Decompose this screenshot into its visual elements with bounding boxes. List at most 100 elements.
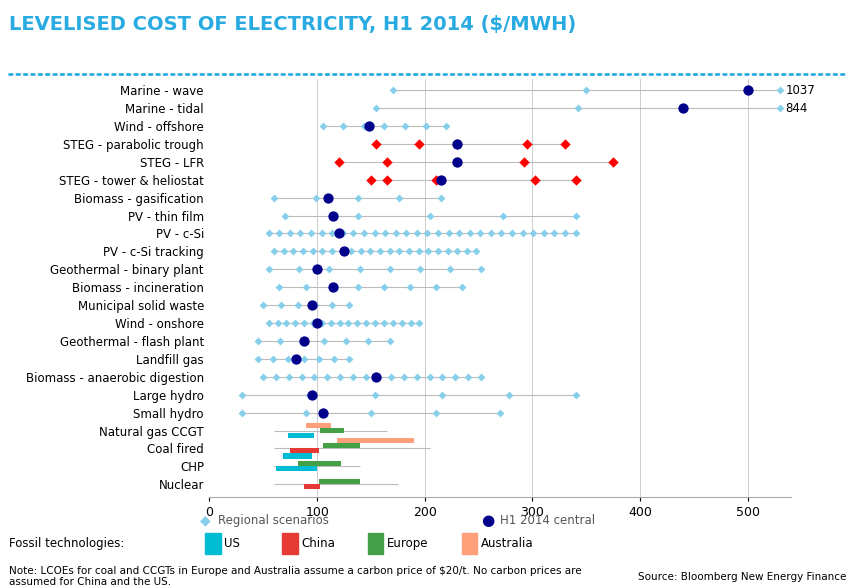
Text: 1037: 1037 <box>786 83 815 96</box>
Point <box>580 85 593 95</box>
Point <box>558 229 572 238</box>
Point <box>380 175 394 185</box>
Point <box>386 318 399 328</box>
Point <box>359 372 373 382</box>
Point <box>256 372 270 382</box>
Point <box>413 265 427 274</box>
Point <box>404 282 417 292</box>
Point <box>410 229 424 238</box>
Point <box>286 247 300 256</box>
Point <box>773 103 787 113</box>
Point <box>428 175 442 185</box>
Point <box>315 121 329 131</box>
Text: Regional scenarios: Regional scenarios <box>218 514 329 527</box>
Point <box>357 121 370 131</box>
Point <box>336 229 350 238</box>
Point <box>362 336 375 346</box>
Point <box>273 336 286 346</box>
Point <box>412 247 426 256</box>
Text: US: US <box>224 537 240 550</box>
Point <box>235 390 249 399</box>
Point <box>351 318 364 328</box>
Text: 844: 844 <box>786 102 808 115</box>
Point <box>474 229 487 238</box>
Point <box>399 229 413 238</box>
Bar <box>319 479 360 485</box>
Point <box>346 372 360 382</box>
Point <box>308 300 321 310</box>
Point <box>268 247 281 256</box>
Point <box>288 318 302 328</box>
Point <box>520 139 534 149</box>
Point <box>283 229 297 238</box>
Point <box>378 121 392 131</box>
Text: H1 2014 central: H1 2014 central <box>500 514 595 527</box>
Point <box>357 229 371 238</box>
Point <box>369 372 383 382</box>
Point <box>273 282 286 292</box>
Point <box>547 229 561 238</box>
Point <box>274 300 287 310</box>
Point <box>343 354 357 363</box>
Point <box>516 229 529 238</box>
Point <box>235 408 249 417</box>
Point <box>527 229 540 238</box>
Point <box>421 229 434 238</box>
Point <box>451 247 464 256</box>
Point <box>571 103 585 113</box>
Point <box>410 372 424 382</box>
Point <box>351 282 365 292</box>
Point <box>469 247 483 256</box>
Point <box>537 229 551 238</box>
Point <box>429 282 443 292</box>
Point <box>309 193 322 202</box>
Text: Source: Bloomberg New Energy Finance: Source: Bloomberg New Energy Finance <box>638 572 846 582</box>
Point <box>333 372 347 382</box>
Point <box>324 318 338 328</box>
Point <box>327 354 341 363</box>
Point <box>322 265 336 274</box>
Point <box>299 408 313 417</box>
Point <box>419 121 433 131</box>
Point <box>386 85 399 95</box>
Point <box>327 282 340 292</box>
Bar <box>288 433 314 438</box>
Point <box>325 247 339 256</box>
Point <box>493 408 507 417</box>
Point <box>332 229 345 238</box>
Point <box>297 354 310 363</box>
Point <box>282 372 296 382</box>
Point <box>310 265 324 274</box>
Point <box>334 247 348 256</box>
Point <box>495 229 509 238</box>
Point <box>298 318 311 328</box>
Point <box>435 372 449 382</box>
Point <box>336 121 350 131</box>
Point <box>569 211 582 220</box>
Point <box>277 247 291 256</box>
Point <box>484 229 498 238</box>
Point <box>434 193 448 202</box>
Point <box>296 247 310 256</box>
Point <box>317 336 331 346</box>
Point <box>502 390 516 399</box>
Point <box>295 336 309 346</box>
Point <box>378 229 392 238</box>
Point <box>369 318 382 328</box>
Point <box>364 408 378 417</box>
Point <box>262 265 275 274</box>
Point <box>496 211 510 220</box>
Point <box>364 175 378 185</box>
Point <box>306 318 320 328</box>
Point <box>339 336 353 346</box>
Point <box>354 247 368 256</box>
Bar <box>321 428 344 433</box>
Point <box>321 372 334 382</box>
Point <box>423 211 437 220</box>
Point <box>404 318 417 328</box>
Point <box>337 247 351 256</box>
Text: China: China <box>301 537 335 550</box>
Point <box>345 247 358 256</box>
Point <box>368 229 381 238</box>
Point <box>389 229 403 238</box>
